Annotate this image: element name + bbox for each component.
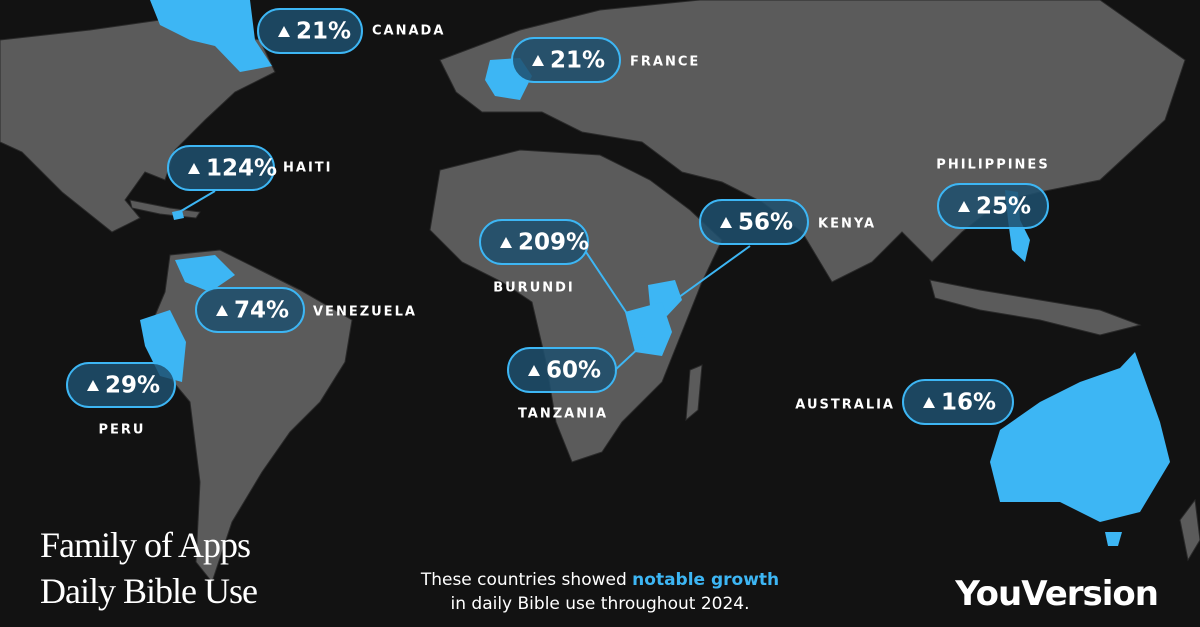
tanzania-leader [613,344,643,372]
growth-value: 74% [234,298,289,324]
caption-highlight: notable growth [632,570,780,590]
country-name: KENYA [818,217,876,232]
callout: 124% HAITI [167,145,332,191]
up-arrow [958,201,970,212]
caption: These countries showed notable growth in … [350,568,850,616]
pill [195,287,305,333]
country-name: PHILIPPINES [936,158,1049,173]
indonesia [929,279,1142,336]
pill [479,219,589,265]
pill [937,183,1049,229]
haiti-leader [175,190,216,215]
growth-value: 29% [105,373,160,399]
country-name: TANZANIA [518,407,608,422]
growth-value: 124% [206,156,277,182]
callouts: 21% CANADA 21% FRANCE 124% HAITI 209% BURUNDI 56… [66,8,1049,438]
up-arrow [278,26,290,37]
country-name: PERU [99,423,146,438]
up-arrow [188,163,200,174]
callout: 56% KENYA [699,199,876,245]
growth-value: 25% [976,194,1031,220]
growth-value: 56% [738,210,793,236]
up-arrow [720,217,732,228]
growth-value: 209% [518,230,589,256]
caribbean [129,199,201,219]
eurasia [439,0,1186,283]
australia-shape [990,352,1170,522]
callout: 29% PERU [66,362,176,438]
pill [902,379,1014,425]
callout: 25% PHILIPPINES [936,158,1049,229]
up-arrow [87,380,99,391]
country-name: HAITI [283,161,332,176]
pill [507,347,617,393]
country-name: CANADA [372,24,445,39]
title: Family of Apps Daily Bible Use [40,522,258,614]
country-name: VENEZUELA [313,305,417,320]
venezuela-shape [175,255,235,292]
pill [257,8,363,54]
country-name: FRANCE [630,55,700,70]
haiti-shape [172,210,184,220]
up-arrow [923,397,935,408]
caption-tail: in daily Bible use throughout 2024. [450,594,750,614]
callout: 16% AUSTRALIA [795,379,1014,425]
burundi-leader [585,251,649,346]
country-name: BURUNDI [493,281,575,296]
callout: 21% FRANCE [511,37,700,83]
leader-lines [175,190,751,372]
title-line: Daily Bible Use [40,571,258,611]
tanzania-shape [625,302,672,356]
title-line: Family of Apps [40,525,251,565]
up-arrow [216,305,228,316]
callout: 74% VENEZUELA [195,287,417,333]
pill [167,145,275,191]
callout: 21% CANADA [257,8,445,54]
up-arrow [528,365,540,376]
growth-value: 21% [550,48,605,74]
pill [511,37,621,83]
pill [699,199,809,245]
callout: 60% TANZANIA [507,347,617,422]
new-zealand [1179,498,1200,562]
kenya-leader [674,245,751,301]
logo: YouVersion [955,574,1159,614]
tasmania-shape [1105,532,1122,546]
growth-value: 60% [546,358,601,384]
callout: 209% BURUNDI [479,219,589,296]
up-arrow [500,237,512,248]
canada-shape [150,0,272,72]
up-arrow [532,55,544,66]
caption-lead: These countries showed [420,570,633,590]
growth-value: 16% [941,390,996,416]
madagascar [685,364,703,422]
growth-value: 21% [296,19,351,45]
pill [66,362,176,408]
peru-shape [140,310,186,382]
country-name: AUSTRALIA [795,398,895,413]
